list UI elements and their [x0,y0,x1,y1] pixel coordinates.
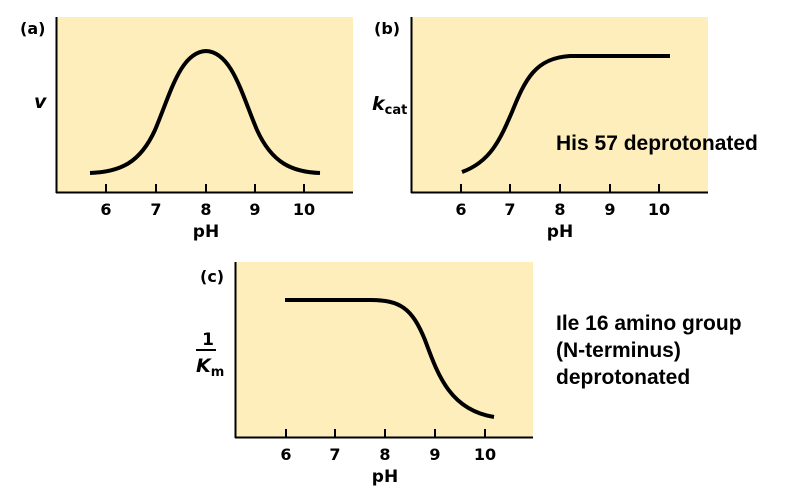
panel-b-label: (b) [374,19,400,38]
svg-text:deprotonated: deprotonated [556,366,690,389]
svg-text:6: 6 [280,445,291,464]
panel-b-x-label: pH [547,222,573,242]
panel-a-tick-labels: 6 7 8 9 10 [100,200,315,219]
svg-text:7: 7 [329,445,340,464]
svg-text:8: 8 [554,200,565,219]
panel-b-tick-labels: 6 7 8 9 10 [455,200,670,219]
panel-a-label: (a) [20,19,45,38]
svg-text:7: 7 [504,200,515,219]
panel-c-ticks [285,429,486,437]
svg-text:10: 10 [474,445,496,464]
panel-c-label: (c) [200,267,224,286]
panel-b-plot-area [411,17,708,192]
svg-text:1: 1 [202,330,214,350]
panel-a-ticks [105,184,305,192]
svg-text:9: 9 [429,445,440,464]
svg-text:6: 6 [100,200,111,219]
panel-a: (a) v 6 7 8 9 10 pH [20,17,353,242]
panel-b-curve [461,54,670,174]
panel-c-plot-area [235,262,533,437]
svg-text:9: 9 [604,200,615,219]
panel-a-y-label: v [34,91,47,113]
panel-c: (c) 1 Km 6 7 8 9 10 pH Ile 16 amino grou… [196,262,742,487]
svg-text:10: 10 [293,200,315,219]
svg-text:Ile 16 amino group: Ile 16 amino group [556,312,742,335]
svg-text:7: 7 [150,200,161,219]
svg-text:6: 6 [455,200,466,219]
svg-text:10: 10 [648,200,670,219]
panel-a-x-label: pH [193,222,219,242]
panel-c-tick-labels: 6 7 8 9 10 [280,445,496,464]
panel-c-annotation: Ile 16 amino group (N-terminus) deproton… [556,312,742,389]
panel-a-curve [89,48,321,175]
svg-text:8: 8 [200,200,211,219]
panel-c-x-label: pH [372,467,398,487]
panel-b-y-label: kcat [372,93,407,118]
panel-a-plot-area [56,17,353,192]
svg-text:9: 9 [249,200,260,219]
panel-b: (b) kcat 6 7 8 9 10 pH His 57 deprotonat… [372,17,758,242]
panel-b-ticks [460,184,660,192]
svg-text:Km: Km [196,355,224,380]
panel-c-curve [285,298,495,419]
panel-b-annotation: His 57 deprotonated [556,132,758,155]
svg-text:8: 8 [379,445,390,464]
svg-text:(N-terminus): (N-terminus) [556,339,681,362]
panel-c-y-label: 1 Km [196,330,224,380]
